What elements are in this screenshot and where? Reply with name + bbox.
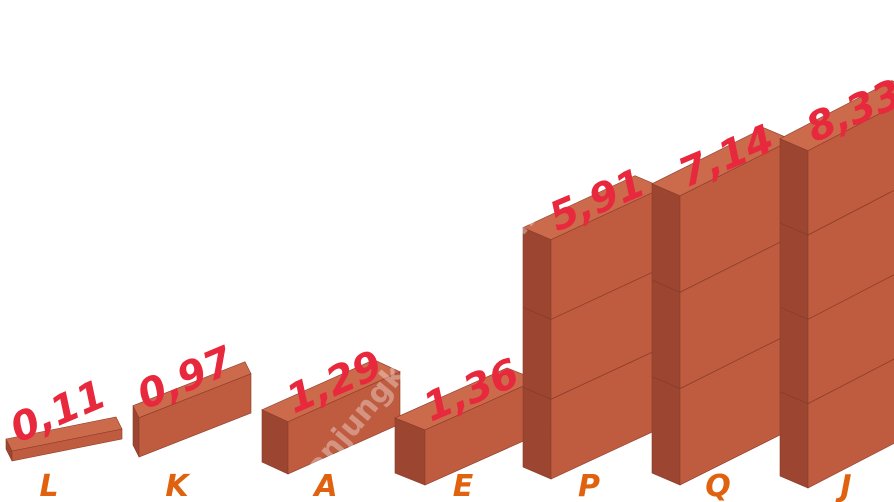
bar-front-face — [807, 105, 894, 489]
category-label: E — [453, 469, 474, 502]
bar-seam — [679, 235, 793, 293]
bar-seam — [807, 358, 894, 405]
bar-seam — [679, 332, 793, 389]
bar-top-face — [779, 80, 894, 151]
bar-seam — [807, 189, 894, 236]
bar-seam — [807, 274, 894, 320]
category-label: A — [312, 469, 337, 502]
bar-Q — [651, 127, 793, 486]
bar-seam — [779, 306, 809, 320]
category-label: Q — [705, 469, 731, 502]
bar-seam — [522, 386, 552, 400]
bar-seam — [651, 279, 681, 293]
bar-K — [132, 361, 252, 458]
bar-seam — [550, 346, 664, 400]
bar-side-face — [651, 183, 681, 486]
bar-seam — [779, 391, 809, 405]
bar-E — [394, 367, 538, 486]
bar-top-face — [5, 416, 123, 452]
bar-J — [779, 80, 894, 489]
bar-seam — [550, 267, 664, 320]
bar-top-face — [132, 361, 252, 419]
bar-seam — [522, 307, 552, 320]
bar-L — [5, 416, 123, 462]
bar-A — [261, 359, 401, 475]
bar-P — [522, 175, 664, 480]
category-label: P — [578, 469, 600, 502]
category-label: K — [165, 469, 191, 502]
bar-seam — [651, 376, 681, 389]
category-label: J — [835, 469, 851, 502]
bar-group — [5, 80, 894, 489]
category-label: L — [39, 469, 58, 502]
bar-side-face — [522, 227, 552, 480]
bar-seam — [779, 222, 809, 236]
bar-top-face — [261, 359, 401, 423]
